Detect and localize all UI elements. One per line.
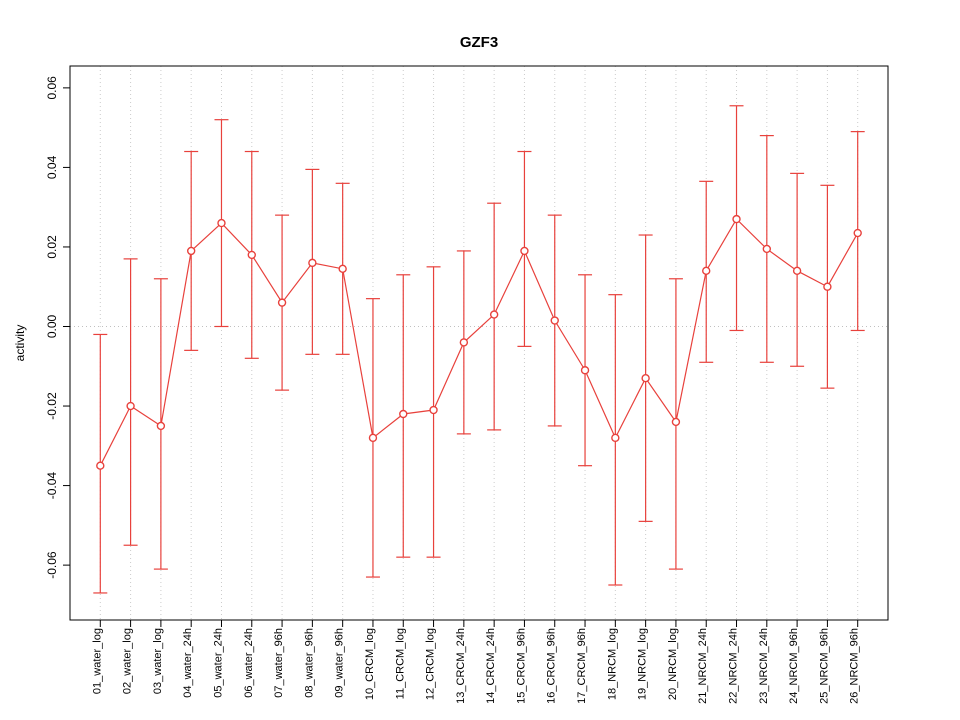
x-tick-label: 26_NRCM_96h [849,628,861,704]
x-tick-label: 20_NRCM_log [667,628,679,700]
x-tick-label: 24_NRCM_96h [788,628,800,704]
x-tick-label: 12_CRCM_log [425,628,437,700]
chart-title: GZF3 [460,34,498,51]
x-tick-label: 09_water_96h [334,628,346,698]
x-tick-label: 08_water_96h [303,628,315,698]
plot-border [69,65,889,621]
data-point [641,373,650,383]
x-tick-label: 17_CRCM_96h [576,628,588,704]
x-tick-label: 02_water_log [122,628,134,694]
data-point [186,246,196,256]
x-tick-label: 14_CRCM_24h [485,628,497,704]
data-point [489,310,499,319]
y-tick-label: 0.00 [45,314,59,338]
data-point [368,433,378,443]
data-point [399,409,408,419]
data-point [550,316,559,325]
x-tick-label: 03_water_log [152,628,164,694]
x-tick-label: 25_NRCM_96h [818,628,830,704]
x-tick-label: 07_water_96h [273,628,285,698]
series-line [99,218,859,466]
data-point [853,228,862,238]
x-tick-label: 16_CRCM_96h [546,628,558,704]
data-point [277,298,287,307]
data-point [338,264,347,274]
y-tick-label: 0.04 [45,155,59,179]
data-point [96,461,105,470]
data-point [126,401,135,411]
x-tick-label: 21_NRCM_24h [697,628,709,704]
x-tick-label: 19_NRCM_log [637,628,649,700]
data-point [762,244,772,254]
data-point [217,218,226,228]
data-point [823,282,832,291]
x-tick-label: 15_CRCM_96h [515,628,527,704]
x-tick-label: 06_water_24h [243,628,255,698]
x-tick-label: 10_CRCM_log [364,628,376,700]
y-tick-label: -0.06 [45,551,59,579]
data-point [702,266,711,276]
data-point [671,417,681,427]
data-point [156,421,166,431]
y-tick-label: -0.04 [45,472,59,500]
x-tick-label: 22_NRCM_24h [728,628,740,704]
x-tick-label: 04_water_24h [182,628,194,698]
y-tick-label: 0.02 [45,235,59,259]
x-tick-label: 05_water_24h [212,628,224,698]
data-point [792,266,802,276]
data-point [611,433,620,443]
x-tick-label: 18_NRCM_log [606,628,618,700]
data-point [429,405,438,415]
x-tick-label: 23_NRCM_24h [758,628,770,704]
data-point [520,246,529,256]
y-axis-label: activity [13,325,27,362]
x-tick-label: 13_CRCM_24h [455,628,467,704]
data-point [459,338,469,347]
data-point [308,258,317,268]
y-tick-label: 0.06 [45,76,59,100]
data-point [580,366,590,375]
data-point [247,250,256,260]
x-tick-label: 11_CRCM_log [394,628,406,699]
data-point [732,214,741,224]
y-tick-label: -0.02 [45,392,59,420]
x-tick-label: 01_water_log [91,628,103,694]
